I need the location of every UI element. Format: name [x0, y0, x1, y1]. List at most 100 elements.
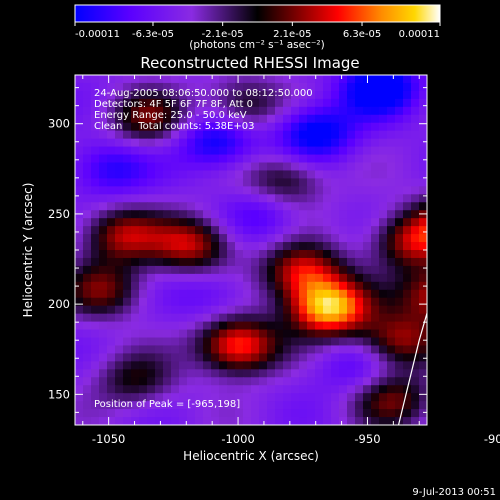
heatmap-cell [371, 138, 380, 148]
heatmap-cell [139, 281, 148, 291]
heatmap-cell [251, 289, 260, 299]
heatmap-cell [363, 250, 372, 259]
heatmap-cell [403, 273, 412, 283]
heatmap-cell [139, 250, 148, 259]
heatmap-cell [371, 194, 380, 203]
heatmap-cell [123, 122, 132, 132]
heatmap-cell [147, 122, 156, 132]
heatmap-cell [187, 178, 196, 187]
heatmap-cell [363, 210, 372, 219]
heatmap-cell [243, 138, 252, 148]
heatmap-cell [387, 281, 396, 291]
heatmap-cell [211, 218, 220, 227]
heatmap-cell [403, 321, 412, 331]
heatmap-cell [163, 313, 172, 323]
heatmap-cell [187, 202, 196, 211]
heatmap-cell [219, 194, 228, 203]
heatmap-cell [83, 178, 92, 187]
heatmap-cell [275, 297, 284, 307]
heatmap-cell [275, 345, 284, 354]
heatmap-cell [323, 361, 332, 370]
heatmap-cell [91, 250, 100, 259]
heatmap-cell [411, 281, 420, 291]
heatmap-cell [299, 122, 308, 132]
heatmap-cell [355, 409, 364, 418]
heatmap-cell [91, 162, 100, 172]
heatmap-cell [83, 130, 92, 140]
heatmap-cell [155, 226, 164, 235]
heatmap-cell [155, 393, 164, 402]
heatmap-cell [155, 257, 164, 267]
heatmap-cell [363, 234, 372, 243]
heatmap-cell [155, 106, 164, 116]
heatmap-cell [299, 313, 308, 323]
heatmap-cell [323, 289, 332, 299]
heatmap-cell [259, 257, 268, 267]
heatmap-cell [107, 401, 116, 410]
heatmap-cell [195, 409, 204, 418]
heatmap-cell [75, 114, 84, 124]
heatmap-cell [179, 329, 188, 339]
heatmap-cell [155, 210, 164, 219]
heatmap-cell [243, 146, 252, 156]
heatmap-cell [403, 146, 412, 156]
heatmap-cell [147, 313, 156, 323]
heatmap-cell [235, 417, 244, 425]
heatmap-cell [363, 289, 372, 299]
heatmap-cell [227, 210, 236, 219]
heatmap-cell [419, 186, 427, 195]
heatmap-cell [251, 90, 260, 100]
heatmap-cell [99, 90, 108, 100]
heatmap-cell [107, 369, 116, 378]
heatmap-cell [379, 130, 388, 140]
heatmap-cell [371, 361, 380, 370]
heatmap-cell [395, 82, 404, 92]
heatmap-cell [419, 265, 427, 275]
heatmap-cell [123, 194, 132, 203]
heatmap-cell [299, 393, 308, 402]
heatmap-cell [123, 337, 132, 347]
heatmap-cell [131, 75, 140, 84]
heatmap-cell [339, 82, 348, 92]
heatmap-cell [251, 138, 260, 148]
heatmap-cell [99, 281, 108, 291]
heatmap-cell [99, 130, 108, 140]
heatmap-cell [107, 289, 116, 299]
heatmap-cell [251, 401, 260, 410]
heatmap-cell [307, 361, 316, 370]
heatmap-cell [83, 377, 92, 386]
heatmap-cell [331, 82, 340, 92]
heatmap-cell [123, 178, 132, 187]
heatmap-cell [339, 154, 348, 164]
heatmap-cell [403, 297, 412, 307]
heatmap-cell [347, 281, 356, 291]
heatmap-cell [371, 218, 380, 227]
heatmap-cell [155, 82, 164, 92]
heatmap-cell [83, 138, 92, 148]
heatmap-cell [171, 329, 180, 339]
heatmap-cell [283, 218, 292, 227]
heatmap-cell [355, 289, 364, 299]
heatmap-cell [323, 313, 332, 323]
heatmap-cell [163, 234, 172, 243]
heatmap-cell [403, 377, 412, 386]
heatmap-cell [419, 409, 427, 418]
heatmap-cell [171, 154, 180, 164]
heatmap-cell [307, 170, 316, 179]
heatmap-cell [115, 265, 124, 275]
heatmap-cell [131, 226, 140, 235]
heatmap-cell [331, 393, 340, 402]
heatmap-cell [243, 257, 252, 267]
heatmap-cell [299, 329, 308, 339]
heatmap-cell [371, 82, 380, 92]
heatmap-cell [307, 218, 316, 227]
heatmap-cell [363, 202, 372, 211]
heatmap-cell [171, 170, 180, 179]
heatmap-cell [195, 178, 204, 187]
heatmap-cell [163, 281, 172, 291]
heatmap-cell [171, 234, 180, 243]
heatmap-cell [195, 234, 204, 243]
heatmap-cell [323, 409, 332, 418]
heatmap-cell [251, 361, 260, 370]
heatmap-cell [195, 377, 204, 386]
